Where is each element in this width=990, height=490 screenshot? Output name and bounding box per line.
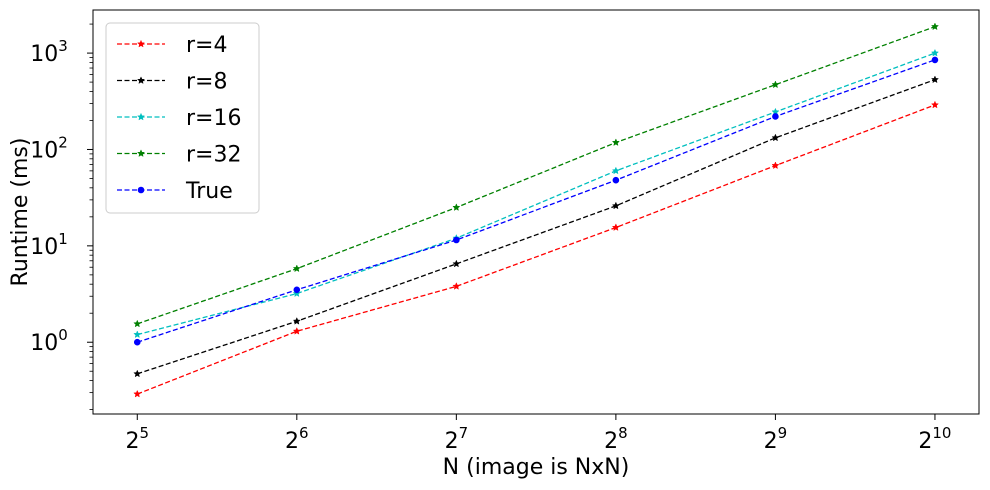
x-axis-label: N (image is NxN) (443, 455, 630, 480)
x-tick-label: 210 (918, 424, 951, 454)
data-point (611, 223, 620, 231)
legend-item: r=32 (117, 143, 241, 168)
data-point (452, 203, 461, 211)
legend-label: True (185, 179, 233, 204)
x-tick-label: 28 (604, 424, 628, 454)
x-tick-label: 29 (764, 424, 788, 454)
data-point (452, 259, 461, 268)
data-point (771, 133, 780, 142)
legend-marker (136, 39, 146, 48)
data-point (612, 176, 620, 184)
data-point (772, 113, 779, 120)
data-point (930, 100, 939, 109)
data-point (133, 319, 142, 328)
legend-item: r=16 (117, 106, 241, 131)
data-point (133, 330, 142, 339)
data-point (611, 138, 620, 146)
legend-item: r=8 (117, 70, 227, 95)
x-tick-label: 26 (285, 424, 309, 454)
data-point (133, 389, 142, 398)
y-tick-label: 100 (30, 326, 68, 356)
y-tick-label: 101 (30, 230, 68, 260)
legend-marker (136, 112, 146, 121)
series-True (133, 56, 939, 346)
data-point (930, 22, 939, 31)
x-tick-label: 27 (445, 424, 469, 454)
data-point (930, 75, 939, 84)
legend-label: r=4 (186, 33, 227, 58)
data-point (931, 56, 939, 64)
series-line (137, 79, 936, 375)
legend-box (105, 22, 260, 214)
data-point (133, 338, 141, 346)
legend-marker (136, 149, 146, 157)
legend-label: r=8 (186, 70, 227, 95)
data-point (771, 161, 780, 170)
data-point (292, 264, 301, 273)
legend-label: r=16 (186, 106, 241, 131)
x-tick-label: 25 (126, 424, 150, 454)
legend-item: r=4 (117, 33, 227, 58)
legend-label: r=32 (186, 143, 241, 168)
series-r=4 (133, 100, 939, 398)
legend: r=4 r=8 r=16 r=32 True (105, 22, 260, 214)
data-point (133, 369, 142, 378)
y-tick-label: 103 (30, 37, 68, 67)
data-point (930, 48, 939, 57)
data-point (453, 236, 460, 244)
legend-marker (137, 186, 145, 194)
data-point (292, 289, 301, 297)
series-layer (133, 22, 939, 398)
data-point (293, 286, 301, 294)
data-point (452, 282, 461, 290)
series-line (137, 59, 936, 343)
y-axis-label: Runtime (ms) (8, 138, 33, 287)
series-line (137, 26, 936, 325)
legend-marker (136, 76, 146, 84)
y-tick-label: 102 (30, 133, 68, 163)
data-point (292, 317, 301, 325)
series-line (137, 104, 936, 395)
data-point (611, 201, 620, 210)
data-point (292, 326, 301, 335)
series-r=32 (133, 22, 939, 328)
data-point (771, 80, 780, 89)
data-point (611, 166, 620, 175)
series-r=8 (133, 75, 939, 378)
x-axis-ticks: 25 26 27 28 29 210 (126, 414, 951, 454)
series-line (137, 52, 936, 336)
y-axis-ticks: 100 101 102 103 (30, 23, 93, 410)
legend-item: True (117, 179, 233, 204)
